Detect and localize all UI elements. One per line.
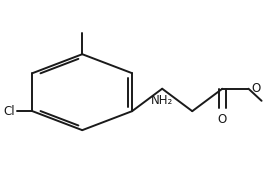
Text: O: O <box>252 82 261 95</box>
Text: O: O <box>218 113 227 126</box>
Text: Cl: Cl <box>4 105 15 118</box>
Text: NH₂: NH₂ <box>151 94 173 107</box>
